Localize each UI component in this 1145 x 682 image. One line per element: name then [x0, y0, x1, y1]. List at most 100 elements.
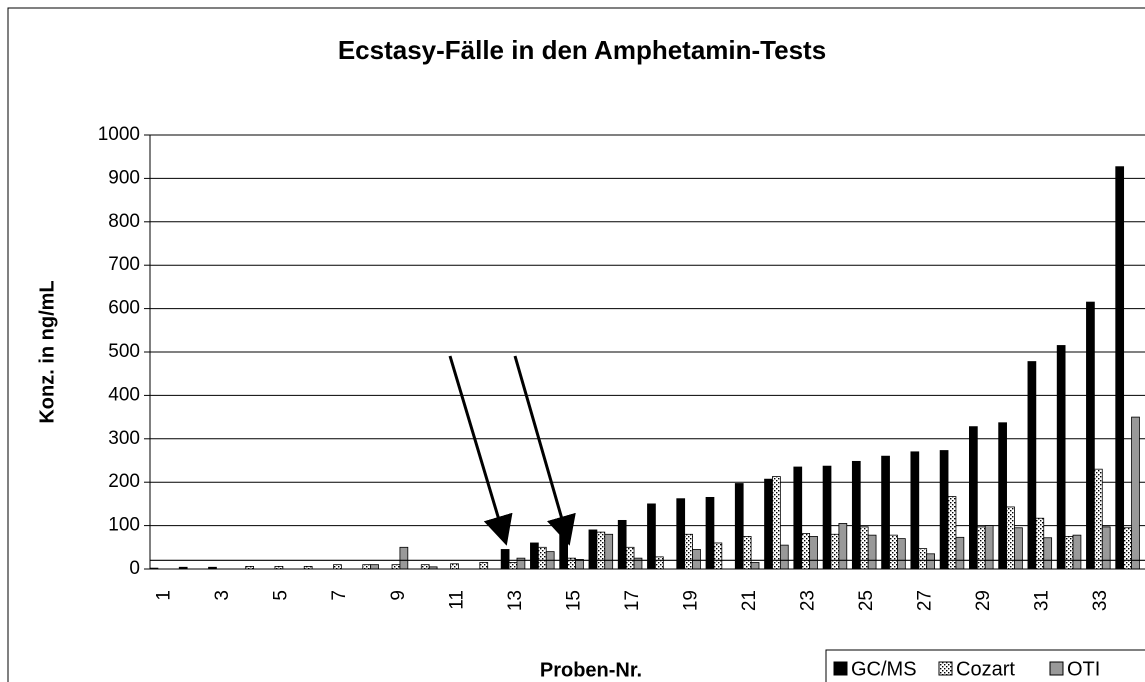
bar: [1027, 361, 1037, 570]
bar: [742, 536, 752, 570]
legend-label: Cozart: [956, 658, 1015, 680]
y-tick-label: 100: [108, 515, 140, 536]
bar: [955, 536, 965, 570]
x-axis-title: Proben-Nr.: [540, 659, 642, 681]
legend-swatch: [1049, 661, 1064, 676]
bar: [772, 476, 781, 570]
bar: [939, 450, 949, 570]
x-tick-label: 17: [622, 590, 643, 611]
legend-swatch: [833, 661, 848, 676]
x-tick-label: 11: [446, 590, 467, 610]
bar: [1123, 527, 1132, 570]
bar: [676, 498, 686, 570]
bar: [604, 533, 614, 570]
bar: [881, 455, 890, 570]
bar: [734, 483, 744, 570]
x-tick-label: 33: [1090, 590, 1111, 611]
bar: [391, 564, 401, 570]
x-tick-label: 3: [212, 590, 233, 601]
bar: [1086, 301, 1095, 570]
chart-title: Ecstasy-Fälle in den Amphetamin-Tests: [338, 35, 826, 65]
bar: [801, 533, 811, 570]
bar: [420, 564, 430, 570]
bar: [647, 503, 656, 570]
y-axis-title: Konz. in ng/mL: [36, 280, 58, 423]
bar: [537, 546, 547, 570]
bar: [588, 529, 598, 570]
bar: [370, 564, 379, 570]
bar: [793, 466, 803, 570]
bar: [867, 534, 877, 570]
bar: [809, 536, 818, 570]
bar: [838, 523, 848, 570]
x-tick-label: 19: [680, 590, 701, 611]
bar: [1131, 416, 1140, 570]
x-tick-label: 9: [388, 590, 409, 601]
bar: [479, 562, 489, 570]
bar: [508, 562, 518, 570]
x-tick-label: 29: [973, 590, 994, 611]
legend-label: OTI: [1067, 658, 1100, 680]
y-tick-label: 600: [108, 298, 140, 319]
bar: [947, 496, 957, 570]
bar: [399, 546, 409, 570]
y-tick-label: 0: [129, 558, 140, 579]
arrow: [513, 355, 576, 546]
y-tick-label: 700: [108, 254, 140, 275]
bar: [617, 519, 627, 570]
bar: [625, 546, 635, 570]
bar: [500, 549, 510, 570]
bar: [1014, 527, 1023, 570]
bar: [859, 526, 869, 570]
bar: [976, 526, 986, 570]
y-tick-label: 1000: [98, 124, 140, 145]
bar: [1064, 536, 1074, 570]
bar: [530, 542, 539, 570]
bar: [779, 544, 789, 570]
y-tick-label: 800: [108, 211, 140, 232]
bar: [655, 556, 664, 570]
bar: [998, 422, 1007, 570]
bar: [984, 525, 994, 570]
legend-label: GC/MS: [851, 658, 917, 680]
y-tick-label: 500: [108, 341, 140, 362]
x-tick-label: 31: [1032, 590, 1053, 611]
x-tick-label: 1: [154, 590, 175, 601]
x-tick-label: 5: [271, 590, 292, 601]
bar: [713, 542, 723, 570]
x-tick-label: 21: [739, 590, 760, 611]
bar: [1043, 537, 1053, 570]
bar: [897, 538, 906, 570]
bar: [705, 496, 715, 570]
bar: [969, 426, 978, 570]
bar: [918, 548, 928, 570]
y-tick-label: 900: [108, 167, 140, 188]
x-tick-label: 23: [797, 590, 818, 611]
bar: [1093, 468, 1103, 570]
y-tick-label: 200: [108, 471, 140, 492]
bar: [926, 553, 935, 570]
bar: [1115, 166, 1125, 570]
bar: [822, 465, 832, 570]
bar: [910, 451, 920, 570]
bar: [684, 533, 693, 570]
x-tick-label: 15: [563, 590, 584, 611]
bar: [750, 562, 760, 570]
bar: [764, 478, 773, 570]
bar: [333, 564, 342, 570]
x-tick-label: 13: [505, 590, 526, 611]
y-tick-label: 300: [108, 428, 140, 449]
bar: [692, 549, 701, 570]
chart-frame: [7, 7, 1145, 682]
bar: [1006, 506, 1015, 570]
bar: [1056, 345, 1066, 570]
bar: [851, 460, 861, 570]
bar: [362, 564, 372, 570]
legend-swatch: [938, 661, 953, 676]
bar: [1035, 517, 1045, 570]
x-tick-label: 25: [856, 590, 877, 611]
arrow: [448, 355, 513, 546]
bar: [1101, 526, 1111, 570]
bar: [830, 533, 840, 570]
